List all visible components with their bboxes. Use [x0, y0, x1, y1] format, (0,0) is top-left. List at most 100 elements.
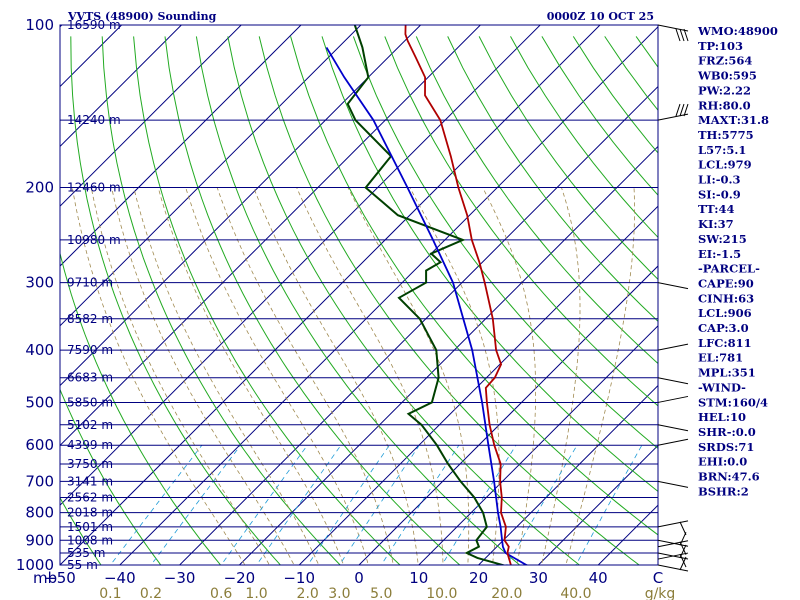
dry-adiabat-line	[60, 496, 102, 565]
height-label: 12460 m	[67, 181, 121, 195]
index-item: L57:5.1	[698, 143, 746, 157]
isobar-lines	[60, 24, 658, 566]
index-item: CAPE:90	[698, 276, 754, 290]
height-label: 10980 m	[67, 233, 121, 247]
wind-barb	[657, 544, 689, 560]
index-item: FRZ:564	[698, 54, 752, 68]
dry-adiabat-line	[384, 36, 658, 407]
pressure-tick-label: 800	[25, 504, 54, 522]
index-item: CAP:3.0	[698, 321, 749, 335]
mixing-ratio-label: 3.0	[328, 586, 350, 600]
pressure-tick-label: 500	[25, 393, 54, 411]
height-label: 5102 m	[67, 418, 113, 432]
moist-adiabat-line	[482, 187, 536, 565]
plot-frame	[59, 24, 659, 566]
isotherm-line	[60, 25, 601, 565]
wind-barb	[657, 438, 689, 446]
index-item: LCL:906	[698, 306, 752, 320]
axis-labels: 16590 m 14240 m 12460 m 10980 m 9710 m 8582 m…	[16, 16, 675, 600]
dry-adiabat-line	[0, 36, 48, 576]
temperature-tick-label: −10	[283, 569, 315, 587]
isotherm-line	[298, 205, 658, 565]
dry-adiabat-line	[258, 36, 640, 565]
mixing-ratio-line	[338, 444, 420, 565]
index-item: HEL:10	[698, 410, 746, 424]
height-label: 535 m	[67, 546, 105, 560]
dry-adiabat-line	[352, 36, 658, 450]
index-item: -WIND-	[698, 380, 746, 394]
mixing-ratio-line	[150, 444, 241, 565]
isotherm-line	[119, 26, 658, 565]
isotherm-line	[60, 25, 183, 148]
mixing-ratio-label: 0.6	[210, 586, 232, 600]
wind-barb	[657, 520, 689, 536]
moist-adiabat-line	[133, 187, 320, 565]
temperature-tick-label: 10	[409, 569, 428, 587]
index-item: SI:-0.9	[698, 187, 741, 201]
index-item: CINH:63	[698, 291, 754, 305]
dry-adiabat-line	[195, 36, 521, 565]
mixing-ratio-line	[220, 444, 308, 565]
mixing-ratio-line	[380, 444, 460, 565]
wind-barb-flag	[679, 541, 687, 555]
chart-time: 0000Z 10 OCT 25	[547, 10, 654, 23]
height-label: 8582 m	[67, 312, 113, 326]
height-label: 14240 m	[67, 113, 121, 127]
parcel-path-line	[325, 46, 529, 565]
moist-adiabat-line	[347, 187, 470, 565]
wind-barb-staff	[657, 24, 689, 32]
dry-adiabat-line	[478, 36, 658, 281]
moist-adiabat-line	[216, 187, 394, 565]
moist-adiabat-line	[71, 187, 246, 565]
mixing-ratio-line	[506, 444, 578, 565]
isotherm-line	[418, 325, 658, 565]
height-label: 55 m	[67, 558, 98, 572]
index-item: SW:215	[698, 232, 747, 246]
temperature-tick-label: −30	[164, 569, 196, 587]
index-item: SRDS:71	[698, 440, 754, 454]
wind-barb-staff	[657, 282, 689, 290]
pressure-tick-label: 100	[25, 16, 54, 34]
wind-barb-staff	[657, 564, 689, 572]
isotherm-line	[60, 25, 302, 267]
index-item: RH:80.0	[698, 98, 751, 112]
wind-barb-staff	[657, 520, 689, 528]
index-item: LFC:811	[698, 336, 752, 350]
isotherm-line	[60, 25, 422, 387]
mixing-ratio-label: 0.2	[140, 586, 162, 600]
index-item: WB0:595	[697, 69, 757, 83]
mixing-ratio-label: 10.0	[426, 586, 457, 600]
temperature-tick-label: 30	[529, 569, 548, 587]
wind-barb	[657, 424, 689, 432]
wind-barb	[657, 282, 689, 290]
height-label: 1501 m	[67, 520, 113, 534]
moist-adiabat-line	[565, 187, 636, 565]
mixing-ratio-label: 0.1	[99, 586, 121, 600]
moist-adiabat-line	[541, 187, 581, 565]
moist-adiabat-line	[90, 187, 270, 565]
index-item: EHI:0.0	[698, 455, 747, 469]
pressure-tick-label: 600	[25, 436, 54, 454]
wind-barb-flag	[679, 28, 685, 42]
wind-barb-flag	[675, 103, 681, 117]
index-item: LI:-0.3	[698, 173, 741, 187]
isotherm-line	[178, 85, 658, 565]
temperature-tick-label: C	[653, 569, 663, 587]
wind-barb	[657, 343, 689, 351]
temperature-line	[404, 25, 512, 565]
dry-adiabat-line	[321, 36, 658, 493]
wind-barb-flag	[683, 28, 689, 42]
pressure-tick-label: 700	[25, 472, 54, 490]
mixing-ratio-line	[441, 444, 517, 565]
pressure-tick-label: 900	[25, 531, 54, 549]
dry-adiabat-line	[60, 251, 222, 565]
moist-adiabat-line	[185, 187, 369, 565]
wind-barb-staff	[657, 424, 689, 432]
wind-barb-staff	[657, 480, 689, 488]
wind-barb-flag	[679, 103, 685, 117]
wind-barb	[657, 24, 689, 42]
height-label: 1008 m	[67, 533, 113, 547]
wind-barb	[657, 552, 689, 568]
moist-adiabat-line	[111, 187, 295, 565]
index-item: LCL:979	[698, 158, 752, 172]
